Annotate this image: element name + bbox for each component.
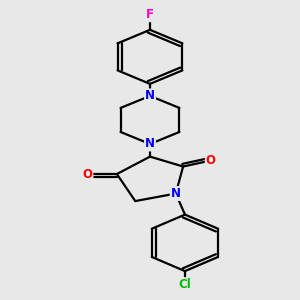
Text: N: N <box>145 89 155 102</box>
Text: Cl: Cl <box>178 278 191 291</box>
Text: O: O <box>206 154 216 167</box>
Text: N: N <box>145 137 155 151</box>
Text: F: F <box>146 8 154 21</box>
Text: N: N <box>171 187 181 200</box>
Text: O: O <box>82 167 92 181</box>
